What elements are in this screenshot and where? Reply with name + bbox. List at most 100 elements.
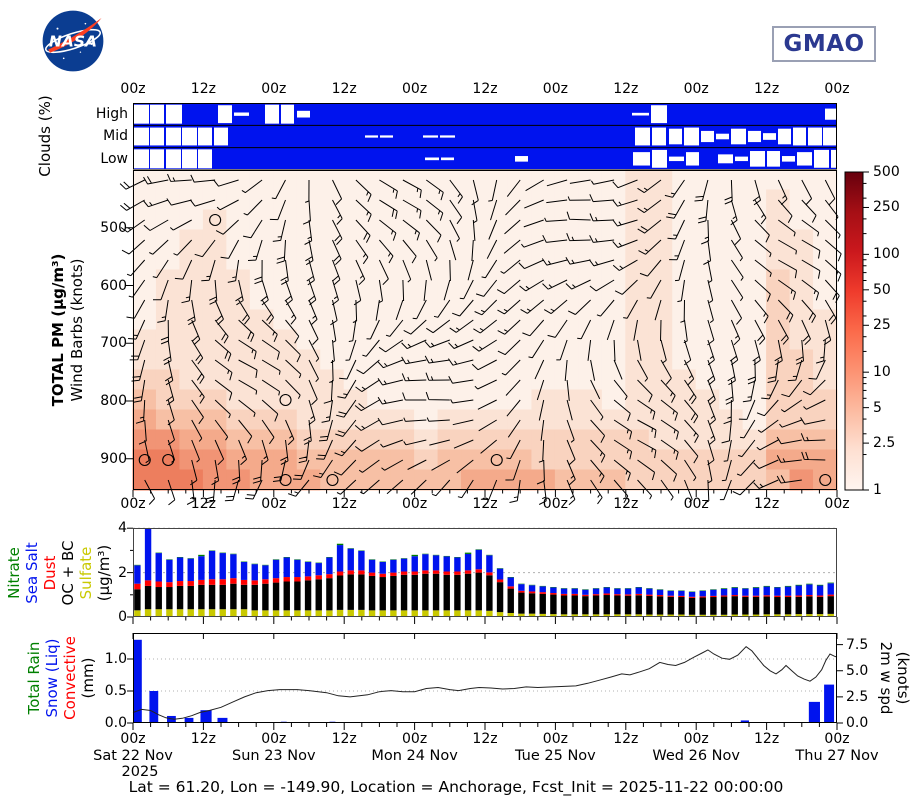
pm-grid [132,169,838,491]
aerosol-unit-label: (μg/m³) [95,544,113,602]
date-label: Thu 27 Nov [795,748,879,764]
aerosol-ytick-label: 0 [118,609,127,625]
x-tick-label-top: 00z [120,81,146,97]
pressure-tick-label: 600 [100,277,127,294]
date-year-label: 2025 [121,764,159,780]
legend-ocbc: OC + BC [59,540,77,606]
aerosol-ytick-label: 2 [118,564,127,581]
x-tick-label-mid: 12z [472,496,498,512]
precip-unit-label: (mm) [79,657,97,699]
precip-bar [149,691,159,723]
precip-bar [133,639,142,723]
pressure-tick-label: 500 [100,219,127,236]
x-tick-label-mid: 00z [261,496,287,512]
windspd-ytick-label: 2.5 [846,688,869,705]
colorbar-tick-label: 1 [873,482,882,498]
legend-sulfate: Sulfate [77,546,95,600]
calm-wind-circle [326,473,339,487]
legend-seasalt: Sea Salt [23,542,41,604]
calm-wind-circle [819,473,832,487]
x-tick-label-bottom: 00z [683,731,709,747]
x-tick-label-bottom: 00z [402,731,428,747]
x-tick-label-top: 00z [824,81,850,97]
precip-bar [740,720,749,723]
colorbar-tick-label: 50 [873,281,891,298]
colorbar-tick-label: 500 [873,164,900,180]
windspd-ytick-label: 7.5 [846,636,869,653]
x-tick-label-top: 00z [683,81,709,97]
x-tick-label-top: 12z [331,81,357,97]
aerosol-ytick-label: 4 [118,520,127,537]
wind-barbs [119,173,842,506]
colorbar-tick-label: 100 [873,246,900,263]
legend-convective: Convective [61,636,79,720]
x-tick-label-top: 12z [754,81,780,97]
precip-ytick-label: 0.5 [104,683,127,699]
colorbar-gradient [844,171,864,491]
x-tick-label-mid: 00z [683,496,709,512]
calm-wind-circle [279,473,292,487]
clouds-panel [133,103,837,170]
date-label: Sat 22 Nov [93,748,173,764]
pressure-tick-label: 900 [100,450,127,467]
gmao-wordmark: GMAO [783,31,865,57]
caption: Lat = 61.20, Lon = -149.90, Location = A… [128,778,784,796]
gmao-logo: GMAO [772,26,876,62]
x-tick-label-bottom: 12z [613,731,639,747]
precip-bar [167,715,176,723]
x-tick-label-mid: 00z [542,496,568,512]
x-tick-label-mid: 00z [120,496,146,512]
legend-total-rain: Total Rain [25,641,43,715]
precip-ytick-label: 0.0 [104,715,127,731]
precip-wind-panel [127,633,843,730]
colorbar-tick-label: 10 [873,364,891,381]
x-tick-label-mid: 12z [331,496,357,512]
cloud-row-label-low: Low [100,151,128,167]
cloud-row-label-high: High [95,106,128,122]
x-tick-label-mid: 00z [402,496,428,512]
date-label: Sun 23 Nov [232,748,316,764]
calm-wind-circle [490,453,503,467]
date-label: Mon 24 Nov [371,748,458,764]
x-tick-label-top: 12z [190,81,216,97]
precip-bar [184,717,194,723]
legend-dust: Dust [41,555,59,591]
nasa-logo: NASA [42,10,104,72]
wind-speed-line [132,646,838,720]
windbarb-axis-label: Wind Barbs (knots) [68,258,86,402]
x-tick-label-bottom: 12z [472,731,498,747]
wind-speed-axis-unit: (knots) [894,651,912,705]
colorbar-tick-label: 250 [873,199,900,216]
precip-ytick-label: 1.0 [104,651,127,667]
legend-nitrate: Nitrate [5,547,23,599]
calm-wind-circle [162,453,175,467]
legend-snow: Snow (Liq) [43,638,61,718]
precip-bar [200,710,212,723]
nasa-wordmark: NASA [49,33,97,51]
pm-windbarb-panel [119,169,842,506]
nasa-orbit [45,28,101,54]
windspd-ytick-label: 0.0 [846,715,869,731]
colorbar-tick-label: 5 [873,399,882,416]
x-tick-label-mid: 12z [613,496,639,512]
x-tick-label-top: 12z [472,81,498,97]
calm-wind-circle [279,393,292,407]
nasa-swoosh [48,18,102,53]
x-tick-label-top: 00z [261,81,287,97]
date-label: Tue 25 Nov [515,748,596,764]
precip-bar [217,717,228,723]
precip-bar [824,684,835,723]
x-tick-label-bottom: 12z [190,731,216,747]
x-tick-label-bottom: 00z [120,731,146,747]
x-tick-label-mid: 00z [824,496,850,512]
calm-wind-circle [209,213,222,227]
x-tick-label-top: 12z [613,81,639,97]
precip-bar [808,701,820,723]
cloud-row-label-mid: Mid [103,128,128,144]
pm-axis-label: TOTAL PM (μg/m³) [49,253,67,407]
wind-speed-axis-label: 2m w spd [877,641,895,715]
x-tick-label-top: 00z [542,81,568,97]
x-tick-label-bottom: 00z [261,731,287,747]
x-tick-label-bottom: 00z [824,731,850,747]
x-tick-label-bottom: 12z [331,731,357,747]
